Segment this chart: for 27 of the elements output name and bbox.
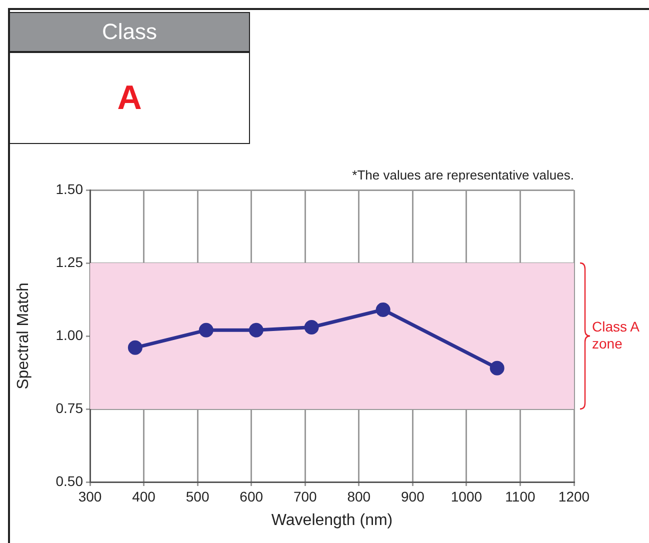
point	[198, 322, 214, 338]
x-tick-label: 800	[347, 488, 371, 504]
y-axis-title: Spectral Match	[15, 282, 32, 390]
x-tick-label: 1100	[505, 488, 536, 504]
x-tick-label: 500	[186, 488, 210, 504]
x-tick-label: 900	[400, 488, 425, 504]
y-tick-label: 0.75	[56, 400, 84, 416]
x-tick-label: 700	[293, 488, 318, 504]
text: *The values are representative values.	[352, 168, 574, 183]
x-tick-label: 400	[132, 488, 156, 504]
x-tick-label: 600	[240, 488, 264, 504]
point	[376, 302, 390, 317]
point	[248, 322, 264, 338]
x-tick-label: 1000	[450, 488, 482, 504]
chart-title: Class	[10, 13, 249, 53]
point	[304, 320, 319, 334]
point	[490, 360, 504, 376]
x-axis-title: Wavelength (nm)	[271, 512, 393, 529]
y-tick-label: 1.25	[56, 254, 84, 270]
point	[128, 340, 142, 355]
y-tick-label: 1.00	[56, 326, 84, 343]
y-tick-label: 0.50	[56, 472, 84, 489]
y-tick-label: 1.50	[56, 180, 84, 197]
band-label: Class A zone	[592, 318, 640, 352]
x-tick-label: 1200	[558, 488, 590, 504]
chart-subtitle: A	[116, 78, 143, 119]
x-tick-label: 300	[78, 488, 102, 504]
